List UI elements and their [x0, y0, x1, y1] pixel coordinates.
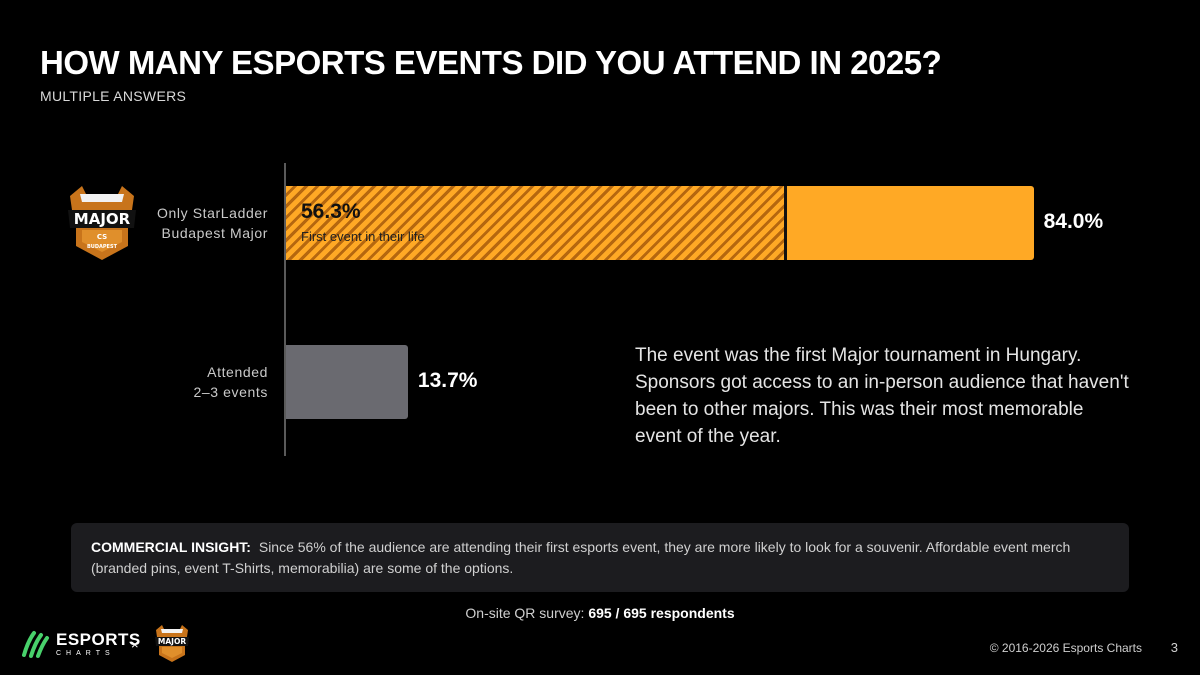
svg-text:CS: CS — [97, 233, 107, 241]
page-title: HOW MANY ESPORTS EVENTS DID YOU ATTEND I… — [40, 44, 942, 81]
svg-text:MAJOR: MAJOR — [74, 210, 131, 228]
insight-heading: COMMERCIAL INSIGHT: — [91, 539, 251, 555]
chart-annotation: The event was the first Major tournament… — [635, 345, 1129, 447]
esports-charts-logo: ESPORTS CHARTS — [20, 626, 141, 662]
starladder-major-small-logo: MAJOR — [155, 625, 189, 662]
chart-axis-line — [284, 163, 286, 456]
insight-text: Since 56% of the audience are attending … — [91, 539, 1071, 576]
bar-value-label: 13.7% — [417, 369, 478, 392]
bar-first-event-segment — [286, 186, 788, 260]
brand-main-text: ESPORTS — [56, 629, 141, 649]
category-label-line: Budapest Major — [161, 225, 268, 241]
sub-caption: First event in their life — [301, 229, 425, 244]
page-number: 3 — [1170, 640, 1178, 655]
category-label: Attended 2–3 events — [138, 362, 268, 402]
esports-charts-icon — [22, 631, 49, 658]
bar-value-label: 84.0% — [1043, 210, 1104, 233]
category-label: Only StarLadder Budapest Major — [138, 203, 268, 243]
bar-attended-2-3 — [286, 345, 408, 419]
collab-times-sign: × — [131, 637, 139, 652]
copyright-text: © 2016-2026 Esports Charts — [989, 641, 1142, 655]
category-label-line: Only StarLadder — [157, 205, 268, 221]
brand-sub-text: CHARTS — [56, 649, 115, 657]
sub-value-label: 56.3% — [301, 200, 361, 223]
svg-text:BUDAPEST: BUDAPEST — [87, 244, 118, 250]
page-subtitle: MULTIPLE ANSWERS — [40, 88, 187, 104]
commercial-insight-box: COMMERCIAL INSIGHT: Since 56% of the aud… — [71, 523, 1129, 592]
survey-value: 695 / 695 respondents — [588, 605, 735, 621]
category-label-line: 2–3 events — [193, 384, 268, 400]
survey-prefix: On-site QR survey: — [465, 605, 585, 621]
survey-note: On-site QR survey: 695 / 695 respondents — [0, 605, 1200, 621]
svg-text:MAJOR: MAJOR — [158, 637, 186, 646]
starladder-major-logo: MAJOR CS BUDAPEST — [68, 186, 136, 260]
category-label-line: Attended — [207, 364, 268, 380]
